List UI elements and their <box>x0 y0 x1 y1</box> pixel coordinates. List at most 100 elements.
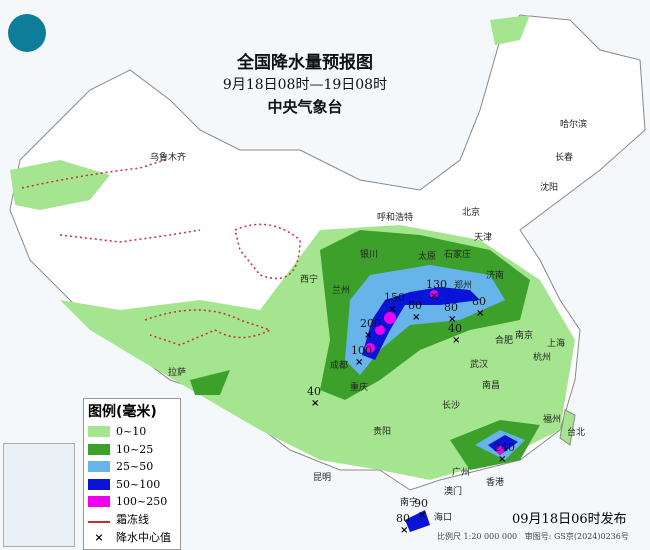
rain-center-value: 130 <box>426 278 447 291</box>
rain-center-value: 40 <box>448 322 462 335</box>
legend-label: 100~250 <box>116 495 168 509</box>
rain-50-100-hainan <box>405 510 430 532</box>
city-label: 上海 <box>547 339 566 349</box>
city-label: 太原 <box>418 252 437 262</box>
rain-center-value: 200 <box>360 317 381 330</box>
city-label: 澳门 <box>444 487 463 497</box>
rain-0-10-northeast <box>490 15 530 45</box>
legend-item: × 降水中心值 <box>84 528 180 546</box>
x-mark-icon: × <box>498 454 507 465</box>
legend-swatch <box>88 443 110 455</box>
map-period: 9月18日08时—19日08时 <box>222 77 388 93</box>
x-mark-icon: × <box>94 531 104 545</box>
taiwan <box>559 409 576 446</box>
city-label: 乌鲁木齐 <box>150 153 187 163</box>
scale-and-review: 比例尺 1:20 000 000 审图号: GS京(2024)0236号 <box>437 531 629 542</box>
x-mark-icon: × <box>355 357 364 368</box>
issue-time: 09月18日06时发布 <box>512 512 627 527</box>
rain-center-value: 240 <box>494 441 515 454</box>
city-label: 香港 <box>486 478 505 488</box>
city-label: 银川 <box>360 250 379 260</box>
city-label: 哈尔滨 <box>560 120 588 130</box>
city-label: 重庆 <box>350 383 369 393</box>
rain-10-25-tibet <box>190 370 230 395</box>
south-china-sea-inset <box>3 443 75 547</box>
city-label: 南昌 <box>482 381 501 391</box>
x-mark-icon: × <box>364 330 373 341</box>
city-label: 南宁 <box>400 498 419 508</box>
city-label: 天津 <box>474 233 493 243</box>
legend-swatch <box>88 426 110 438</box>
rain-100-250 <box>496 446 504 454</box>
rain-100-250 <box>365 343 375 353</box>
x-mark-icon: × <box>452 335 461 346</box>
city-label: 杭州 <box>533 353 552 363</box>
legend-item: 霜冻线 <box>84 511 180 529</box>
legend-swatch <box>88 461 110 473</box>
rain-center-value: 100 <box>351 344 372 357</box>
map-title: 全国降水量预报图 <box>237 53 373 73</box>
city-label: 台北 <box>567 428 586 438</box>
city-label: 武汉 <box>470 360 489 370</box>
rain-100-250 <box>375 325 385 335</box>
legend-label: 10~25 <box>116 442 154 456</box>
legend-label: 霜冻线 <box>116 513 149 527</box>
legend-item: 10~25 <box>84 441 180 459</box>
x-mark-icon: × <box>418 510 427 521</box>
city-label: 呼和浩特 <box>377 213 414 223</box>
city-label: 济南 <box>486 271 505 281</box>
legend-swatch <box>88 496 110 508</box>
cma-logo <box>8 14 46 52</box>
city-label: 昆明 <box>313 473 332 483</box>
legend-item: 0~10 <box>84 423 180 441</box>
legend-label: 降水中心值 <box>116 530 171 544</box>
x-mark-icon: × <box>388 304 397 315</box>
legend-label: 0~10 <box>116 425 147 439</box>
city-label: 郑州 <box>454 281 473 291</box>
city-label: 长春 <box>555 153 574 163</box>
frost-line-icon <box>88 515 110 524</box>
city-label: 兰州 <box>332 286 351 296</box>
map-scale: 比例尺 1:20 000 000 <box>437 532 518 541</box>
city-label: 拉萨 <box>168 368 187 378</box>
rain-center-value: 40 <box>307 385 321 398</box>
legend-rows: 0~10 10~25 25~50 50~100 100~250 霜冻线 × 降水中心值 <box>84 423 180 546</box>
rain-100-250 <box>384 312 396 324</box>
rain-50-100-fujian <box>488 435 518 455</box>
legend-label: 50~100 <box>116 477 161 491</box>
rain-50-100 <box>362 287 480 360</box>
rain-100-250 <box>430 290 438 298</box>
city-label: 贵阳 <box>373 427 392 437</box>
legend-item: 25~50 <box>84 458 180 476</box>
city-label: 南京 <box>515 331 534 341</box>
city-label: 广州 <box>452 468 471 478</box>
map-issuer: 中央气象台 <box>267 98 343 116</box>
city-label: 福州 <box>543 415 562 425</box>
x-mark-icon: × <box>430 291 439 302</box>
legend: 图例(毫米) 0~10 10~25 25~50 50~100 100~250 霜冻线 × 降水… <box>83 398 181 550</box>
review-number: 审图号: GS京(2024)0236号 <box>524 532 629 541</box>
city-label: 西宁 <box>300 275 319 285</box>
legend-item: 100~250 <box>84 493 180 511</box>
rain-center-value: 80 <box>396 512 410 525</box>
city-label: 海口 <box>434 513 453 523</box>
city-label: 沈阳 <box>540 183 559 193</box>
rain-0-10-west <box>10 160 110 210</box>
city-label: 北京 <box>462 208 481 218</box>
rain-center-value: 80 <box>444 301 458 314</box>
frost-line <box>21 159 301 346</box>
x-mark-icon: × <box>311 398 320 409</box>
legend-item: 50~100 <box>84 476 180 494</box>
x-mark-icon: × <box>476 308 485 319</box>
x-mark-icon: × <box>412 312 421 323</box>
rain-center-value: 150 <box>384 291 405 304</box>
legend-label: 25~50 <box>116 460 154 474</box>
rain-center-value: 90 <box>414 497 428 510</box>
rain-center-value: 80 <box>408 299 422 312</box>
rain-center-value: 80 <box>472 295 486 308</box>
city-label: 石家庄 <box>444 250 472 260</box>
x-mark-icon: × <box>448 314 457 325</box>
legend-title: 图例(毫米) <box>88 404 157 420</box>
